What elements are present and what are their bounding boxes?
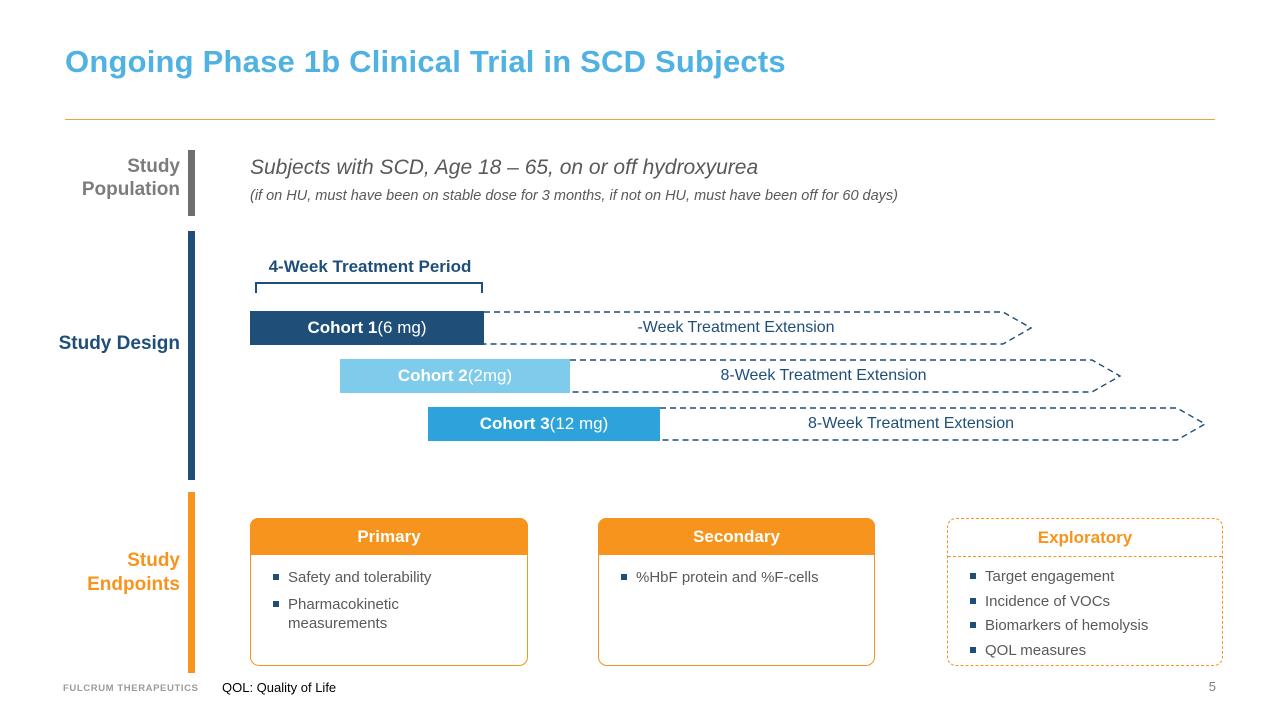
- primary-endpoints-list: Safety and tolerability Pharmacokinetic …: [251, 555, 527, 634]
- list-item-text: Target engagement: [985, 568, 1115, 585]
- cohort3-name: Cohort 3: [479, 414, 550, 433]
- list-item-text: %HbF protein and %F-cells: [636, 569, 819, 586]
- exploratory-endpoints-header: Exploratory: [948, 519, 1222, 557]
- list-item-text: QOL measures: [985, 641, 1087, 659]
- list-item-text: Incidence of VOCs: [985, 592, 1111, 610]
- cohort1-extension-label: -Week Treatment Extension: [637, 319, 835, 336]
- bullet-square-icon: [273, 600, 279, 607]
- cohort3-extension-arrow: 8-Week Treatment Extension: [660, 407, 1207, 441]
- bullet-square-icon: [970, 573, 976, 579]
- secondary-endpoints-box: Secondary %HbF protein and %F-cells: [598, 518, 875, 666]
- cohort3-bar: Cohort 3 (12 mg): [428, 407, 660, 441]
- cohort1-name: Cohort 1: [307, 318, 378, 337]
- cohort2-extension-label: 8-Week Treatment Extension: [720, 367, 927, 384]
- list-item: Safety and tolerability: [273, 568, 447, 588]
- title-divider: [65, 119, 1215, 120]
- population-criteria: Subjects with SCD, Age 18 – 65, on or of…: [250, 156, 759, 179]
- exploratory-endpoints-box: Exploratory Target engagement Incidence …: [947, 518, 1223, 666]
- page-number: 5: [1208, 679, 1216, 694]
- list-item: Target engagement: [970, 567, 1194, 587]
- cohort2-dose: (2mg): [467, 366, 513, 385]
- fulcrum-therapeutics-logo: FULCRUM THERAPEUTICS: [63, 683, 199, 694]
- study-endpoints-bar: [188, 492, 195, 673]
- bullet-square-icon: [970, 622, 976, 628]
- study-endpoints-label: Study Endpoints: [87, 550, 180, 595]
- bullet-square-icon: [273, 574, 279, 580]
- list-item: Incidence of VOCs: [970, 592, 1194, 612]
- list-item: QOL measures: [970, 641, 1194, 661]
- cohort1-bar: Cohort 1 (6 mg): [250, 311, 484, 345]
- study-design-label: Study Design: [58, 333, 180, 354]
- cohort3-extension-label: 8-Week Treatment Extension: [807, 415, 1015, 432]
- cohort1-extension-arrow: -Week Treatment Extension: [484, 311, 1033, 345]
- bullet-square-icon: [970, 597, 976, 604]
- cohort1-dose: (6 mg): [377, 318, 427, 337]
- cohort2-extension-arrow: 8-Week Treatment Extension: [570, 359, 1122, 393]
- list-item-text: Safety and tolerability: [288, 569, 432, 586]
- list-item-text: Biomarkers of hemolysis: [985, 617, 1149, 634]
- cohort2-bar: Cohort 2 (2mg): [340, 359, 570, 393]
- list-item: %HbF protein and %F-cells: [621, 568, 834, 588]
- population-criteria-detail: (if on HU, must have been on stable dose…: [250, 188, 899, 204]
- bullet-square-icon: [621, 574, 627, 580]
- study-design-bar: [188, 231, 195, 480]
- exploratory-endpoints-list: Target engagement Incidence of VOCs Biom…: [948, 557, 1222, 660]
- primary-endpoints-header: Primary: [250, 518, 528, 555]
- page-title: Ongoing Phase 1b Clinical Trial in SCD S…: [65, 44, 786, 79]
- cohort3-dose: (12 mg): [549, 414, 609, 433]
- study-population-bar: [188, 150, 195, 216]
- study-population-label: Study Population: [81, 156, 180, 201]
- dashed-arrow-icon: [660, 407, 1207, 441]
- qol-footnote: QOL: Quality of Life: [222, 680, 337, 695]
- dashed-arrow-icon: [570, 359, 1122, 393]
- list-item-text: Pharmacokinetic measurements: [288, 595, 399, 633]
- secondary-endpoints-header: Secondary: [598, 518, 875, 555]
- primary-endpoints-box: Primary Safety and tolerability Pharmaco…: [250, 518, 528, 666]
- bullet-square-icon: [970, 646, 976, 653]
- list-item: Pharmacokinetic measurements: [273, 595, 447, 634]
- treatment-period-bracket: [255, 282, 483, 293]
- treatment-period-label: 4-Week Treatment Period: [268, 257, 472, 276]
- secondary-endpoints-list: %HbF protein and %F-cells: [599, 555, 874, 588]
- cohort2-name: Cohort 2: [397, 366, 468, 385]
- dashed-arrow-icon: [484, 311, 1033, 345]
- list-item: Biomarkers of hemolysis: [970, 616, 1194, 636]
